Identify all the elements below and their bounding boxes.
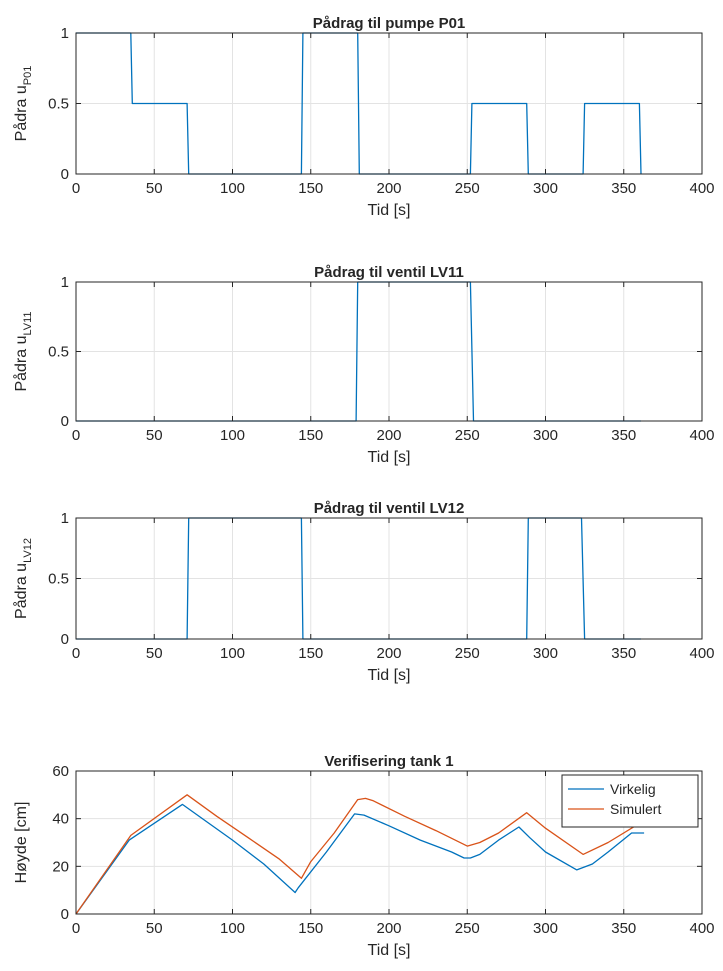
chart-panel-3: 0 50 100 150 200 250 300 350 400 0 0.5 1 Pådrag til … [12,500,715,684]
x-tick-label: 150 [298,645,323,662]
x-axis-label: Tid [s] [368,942,411,959]
x-tick-label: 250 [455,180,480,197]
x-tick-label: 0 [72,180,80,197]
x-tick-label: 50 [146,180,163,197]
y-axis-label: Pådra uLV12 [12,538,34,619]
y-tick-label: 0 [61,413,69,430]
x-tick-label: 50 [146,645,163,662]
legend-label: Virkelig [610,781,656,797]
x-tick-label: 350 [611,920,636,937]
x-tick-label: 100 [220,180,245,197]
y-tick-label: 1 [61,25,69,42]
x-tick-label: 250 [455,920,480,937]
legend: Virkelig Simulert [561,774,699,828]
chart-panel-1: 0 50 100 150 200 250 300 350 400 0 0.5 1 Pådrag til … [12,15,715,219]
x-tick-label: 400 [689,645,714,662]
x-tick-label: 300 [533,180,558,197]
x-tick-label: 200 [376,427,401,444]
x-tick-label: 200 [376,920,401,937]
y-tick-label: 0.5 [48,96,69,113]
y-tick-label: 0 [61,166,69,183]
x-tick-label: 50 [146,920,163,937]
y-tick-label: 20 [52,858,69,875]
legend-box [561,774,699,828]
x-tick-label: 400 [689,920,714,937]
series-line-virkelig [75,803,645,915]
y-tick-label: 0 [61,631,69,648]
x-tick-label: 250 [455,427,480,444]
y-tick-label: 1 [61,510,69,527]
x-axis-label: Tid [s] [368,449,411,466]
y-tick-label: 1 [61,274,69,291]
x-tick-label: 300 [533,645,558,662]
x-tick-label: 250 [455,645,480,662]
x-tick-label: 350 [611,427,636,444]
series-line-simulert [75,794,640,915]
x-tick-label: 100 [220,427,245,444]
chart-title: Pådrag til pumpe P01 [313,15,466,32]
x-tick-label: 400 [689,180,714,197]
y-tick-label: 0 [61,906,69,923]
x-tick-label: 150 [298,427,323,444]
chart-title: Pådrag til ventil LV12 [314,500,465,517]
y-tick-label: 0.5 [48,571,69,588]
x-tick-label: 350 [611,645,636,662]
x-tick-label: 200 [376,645,401,662]
x-axis-label: Tid [s] [368,667,411,684]
x-axis-label: Tid [s] [368,202,411,219]
y-axis-label: Pådra uLV11 [12,311,34,391]
chart-panel-2: 0 50 100 150 200 250 300 350 400 0 0.5 1 Pådrag til … [12,264,715,466]
chart-title: Pådrag til ventil LV11 [314,264,464,281]
chart-title: Verifisering tank 1 [324,753,453,770]
x-tick-label: 0 [72,920,80,937]
y-tick-label: 40 [52,811,69,828]
x-tick-label: 50 [146,427,163,444]
x-tick-label: 400 [689,427,714,444]
x-tick-label: 0 [72,427,80,444]
y-tick-label: 0.5 [48,344,69,361]
x-tick-label: 350 [611,180,636,197]
legend-label: Simulert [610,801,661,817]
x-tick-label: 150 [298,920,323,937]
x-tick-label: 200 [376,180,401,197]
chart-panel-4: 0 50 100 150 200 250 300 350 400 0 20 40 60 Verifiser… [13,753,715,959]
x-tick-label: 150 [298,180,323,197]
y-tick-label: 60 [52,763,69,780]
x-tick-label: 100 [220,645,245,662]
x-tick-label: 0 [72,645,80,662]
y-axis-label: Pådra uP01 [12,66,34,142]
x-tick-label: 300 [533,427,558,444]
y-axis-label: Høyde [cm] [13,802,30,884]
x-tick-label: 300 [533,920,558,937]
x-tick-label: 100 [220,920,245,937]
